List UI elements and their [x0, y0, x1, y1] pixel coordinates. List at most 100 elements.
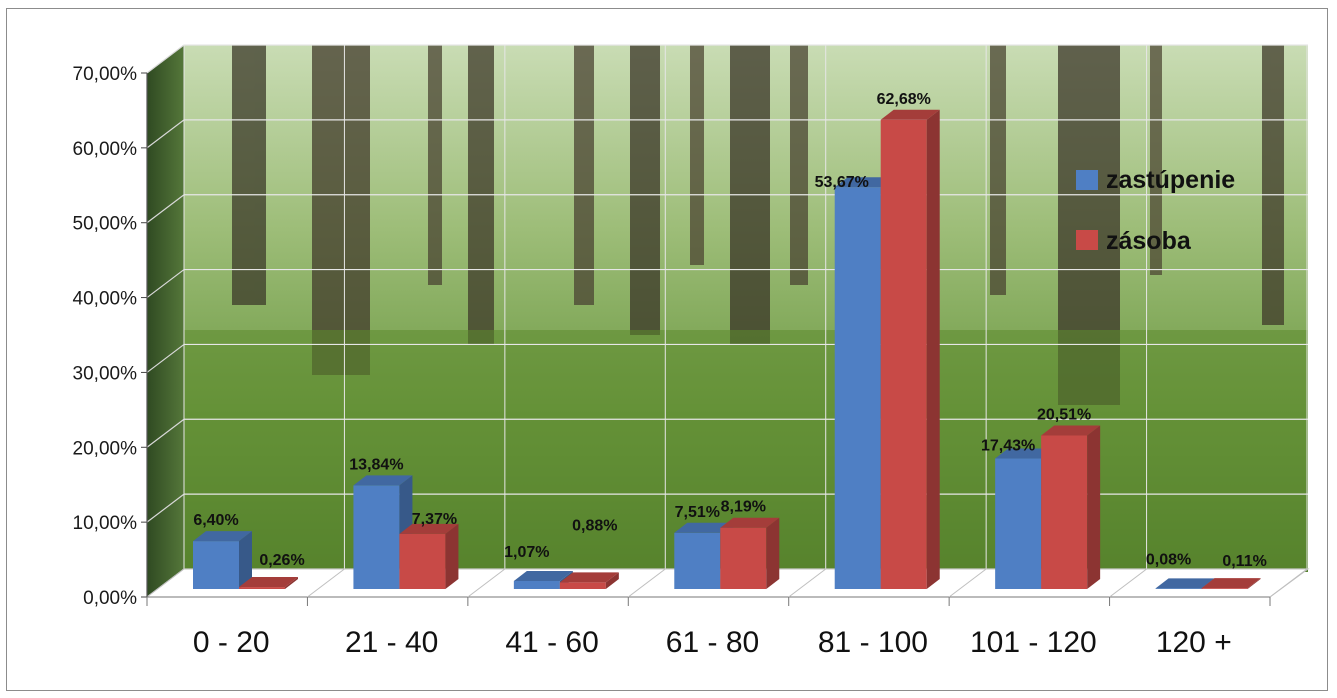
data-label: 7,37%	[412, 511, 457, 528]
x-axis: 0 - 20 21 - 40 41 - 60 61 - 80 81 - 100 101 -…	[146, 568, 1308, 659]
x-tick-label: 21 - 40	[345, 626, 438, 659]
data-label: 1,07%	[504, 544, 549, 561]
bar-front	[353, 485, 400, 589]
data-label: 20,51%	[1037, 406, 1091, 423]
bar-front	[239, 587, 285, 589]
data-label: 0,26%	[259, 552, 304, 569]
bar-top	[193, 531, 252, 542]
bar-front	[995, 458, 1042, 589]
data-label: 8,19%	[721, 499, 766, 516]
bar-front	[559, 582, 606, 589]
floor-divider	[1269, 568, 1308, 598]
tree-trunk	[312, 45, 370, 375]
x-tick-label: 101 - 120	[970, 626, 1097, 659]
x-tick-label: 61 - 80	[666, 626, 759, 659]
data-label: 17,43%	[981, 438, 1035, 455]
bar-front	[1155, 588, 1202, 589]
gridline-side	[146, 493, 185, 523]
x-tick-label: 81 - 100	[818, 626, 928, 659]
bar-front	[513, 580, 560, 589]
bar	[399, 523, 459, 589]
y-tick-label: 70,00%	[73, 64, 138, 85]
tree-trunk	[574, 45, 594, 305]
floor-divider	[788, 568, 827, 598]
floor-divider	[1109, 568, 1147, 598]
legend-swatch-zasoba	[1076, 230, 1098, 250]
bar-side	[926, 109, 940, 590]
x-tick-label: 41 - 60	[505, 626, 598, 659]
bar-side	[445, 523, 459, 589]
legend-label-zasoba: zásoba	[1106, 227, 1192, 255]
legend-item-zastupenie[interactable]: zastúpenie	[1076, 166, 1235, 194]
data-label: 53,67%	[815, 174, 869, 191]
gridline-side	[146, 343, 185, 373]
y-tick-label: 0,00%	[83, 588, 137, 609]
gridline-side	[146, 269, 185, 299]
bar	[880, 109, 940, 590]
data-label: 7,51%	[675, 504, 720, 521]
bar-front	[193, 541, 239, 589]
floor-divider	[307, 568, 345, 598]
gridline-side	[146, 194, 185, 224]
bar	[720, 517, 780, 589]
bar	[1041, 425, 1101, 589]
bar-top	[513, 570, 573, 581]
y-tick-label: 20,00%	[73, 438, 138, 459]
bar-front	[1201, 588, 1248, 589]
x-tick-label: 120 +	[1156, 626, 1232, 659]
gridline-side	[146, 119, 185, 149]
y-tick-label: 60,00%	[73, 139, 138, 160]
y-tick-label: 40,00%	[73, 289, 138, 310]
side-wall	[147, 45, 184, 597]
data-label: 0,11%	[1222, 553, 1266, 570]
legend-item-zasoba[interactable]: zásoba	[1076, 227, 1192, 255]
x-tick-label: 0 - 20	[193, 626, 270, 659]
bar-side	[239, 531, 252, 589]
bar-top	[720, 517, 780, 528]
data-labels: 6,40% 0,26% 13,84% 7,37% 1,07% 0,88% 7,51% 8,19…	[193, 91, 1267, 570]
bar-top	[559, 572, 619, 583]
bar-top	[1041, 425, 1101, 436]
floor-divider	[627, 568, 666, 598]
bar-top	[353, 475, 413, 486]
bar-top	[674, 522, 734, 533]
bar-front	[399, 533, 446, 589]
bar-front	[1041, 435, 1088, 589]
floor-divider	[948, 568, 987, 598]
bar-side	[1087, 425, 1101, 589]
bar-front	[880, 119, 927, 590]
floor-divider	[467, 568, 506, 598]
y-tick-label: 10,00%	[73, 513, 138, 534]
legend-label-zastupenie: zastúpenie	[1106, 166, 1235, 194]
bars	[193, 109, 1261, 590]
y-tick-label: 50,00%	[73, 214, 138, 235]
gridline-side	[146, 44, 185, 74]
tree-trunk	[1150, 45, 1162, 275]
bar-side	[1247, 578, 1261, 589]
y-axis: 0,00% 10,00% 20,00% 30,00% 40,00% 50,00% 60,00…	[73, 64, 148, 609]
tree-trunk	[232, 45, 266, 305]
legend-swatch-zastupenie	[1076, 170, 1098, 190]
tree-trunk	[990, 45, 1006, 295]
data-label: 62,68%	[877, 91, 931, 108]
bar-top	[834, 177, 894, 188]
data-label: 0,08%	[1146, 551, 1191, 568]
bar-top	[239, 577, 298, 588]
legend: zastúpenie zásoba	[1076, 166, 1235, 255]
bar-side	[766, 517, 780, 589]
bar-side	[605, 572, 619, 589]
bar-front	[834, 187, 881, 590]
bar-top	[1201, 578, 1261, 589]
data-label: 13,84%	[349, 456, 403, 473]
data-label: 0,88%	[572, 517, 617, 534]
tree-trunk	[428, 45, 442, 285]
bar	[193, 531, 252, 589]
data-label: 6,40%	[193, 512, 238, 529]
bar-front	[720, 527, 767, 589]
bar-front	[674, 532, 721, 589]
tree-trunk	[790, 45, 808, 285]
bar	[559, 572, 619, 589]
bar-top	[1155, 578, 1215, 589]
y-tick-label: 30,00%	[73, 363, 138, 384]
